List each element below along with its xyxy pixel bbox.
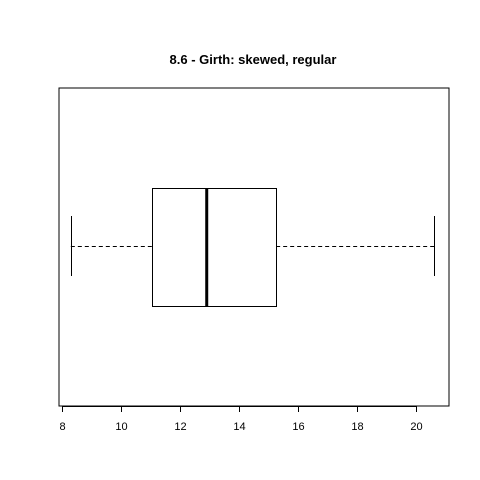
boxplot [70, 188, 435, 307]
x-tick-label: 20 [410, 421, 422, 433]
chart-title: 8.6 - Girth: skewed, regular [170, 52, 337, 67]
x-axis: 8 10 12 14 16 18 20 [59, 406, 423, 433]
x-tick-label: 16 [292, 421, 304, 433]
interquartile-box [152, 188, 277, 307]
x-tick-label: 8 [59, 421, 65, 433]
x-tick-label: 12 [174, 421, 186, 433]
x-tick-label: 14 [233, 421, 245, 433]
x-tick-label: 18 [351, 421, 363, 433]
x-tick-label: 10 [115, 421, 127, 433]
